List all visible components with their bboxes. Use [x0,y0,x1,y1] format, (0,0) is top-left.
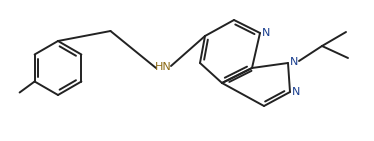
Text: N: N [262,28,270,38]
Text: HN: HN [154,62,171,72]
Text: N: N [290,57,298,67]
Text: N: N [292,87,300,97]
